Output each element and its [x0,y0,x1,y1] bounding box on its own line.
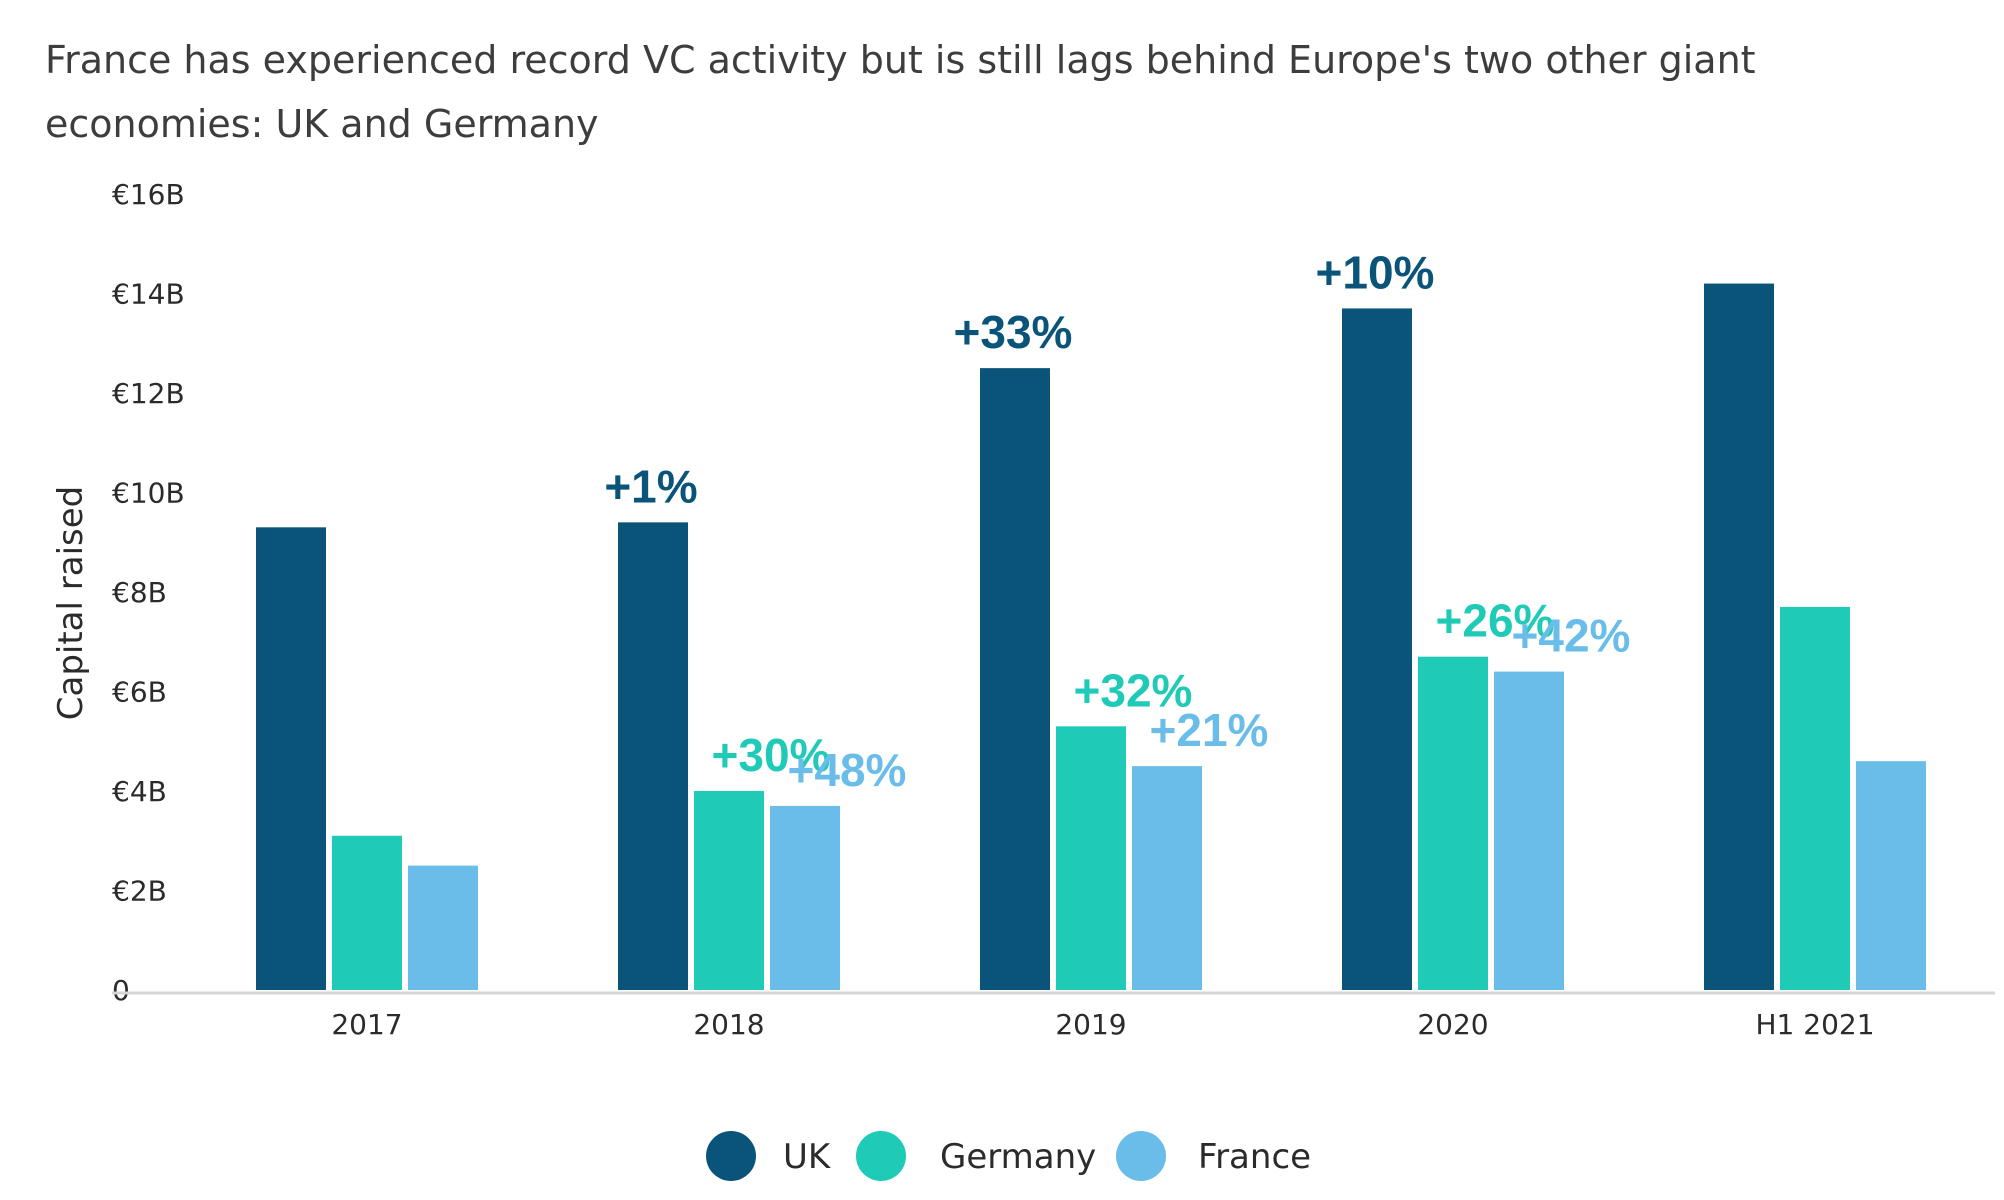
y-tick-label: €8B [112,576,167,609]
y-tick-label: €14B [112,278,185,311]
x-tick-label: 2019 [1055,1008,1126,1041]
bar-uk-2017 [256,527,326,990]
bar-germany-2018 [694,791,764,990]
y-tick-label: €12B [112,377,185,410]
bar-germany-2017 [332,835,402,990]
annotation-germany-2019: +32% [1074,664,1193,716]
x-tick-label: H1 2021 [1755,1008,1874,1041]
legend-label-uk: UK [783,1137,832,1177]
annotation-uk-2020: +10% [1316,246,1435,298]
legend-swatch-germany [856,1131,906,1181]
x-axis-labels: 2017 2018 2019 2020 H1 2021 [331,1008,1874,1041]
legend-swatch-uk [706,1131,756,1181]
annotation-germany-2020: +26% [1436,595,1555,647]
legend-swatch-france [1116,1131,1166,1181]
bar-uk-2020 [1342,308,1412,990]
y-tick-label: €2B [112,875,167,908]
bar-germany-h1-2021 [1780,606,1850,990]
x-tick-label: 2020 [1417,1008,1488,1041]
annotation-france-2020: +42% [1512,610,1631,662]
annotation-france-2018: +48% [788,744,907,796]
legend-label-france: France [1198,1137,1311,1177]
bar-france-h1-2021 [1856,761,1926,990]
bar-france-2017 [408,865,478,990]
bar-france-2019 [1132,766,1202,990]
bar-uk-2018 [618,522,688,990]
bar-germany-2019 [1056,726,1126,990]
bar-france-2018 [770,805,840,990]
annotations-group: +1% +30%+48% +33% +32%+21% +10% +26%+42% [604,246,1630,796]
annotation-france-2019: +21% [1150,704,1269,756]
y-tick-label: €4B [112,775,167,808]
legend: UK Germany France [706,1131,1311,1181]
chart-title: France has experienced record VC activit… [45,38,1756,146]
bar-germany-2020 [1418,656,1488,990]
x-tick-label: 2017 [331,1008,402,1041]
y-tick-label: €6B [112,676,167,709]
annotation-uk-2018: +1% [604,460,697,512]
y-axis-ticks: 0 €2B €4B €6B €8B €10B €12B €14B €16B [112,178,185,1007]
legend-label-germany: Germany [940,1137,1096,1177]
y-tick-label: €10B [112,477,185,510]
bar-uk-h1-2021 [1704,283,1774,990]
bar-france-2020 [1494,671,1564,990]
y-tick-label: 0 [112,974,130,1007]
y-axis-title: Capital raised [51,486,91,721]
bar-uk-2019 [980,368,1050,990]
bars-group [256,283,1926,990]
annotation-uk-2019: +33% [954,306,1073,358]
y-tick-label: €16B [112,178,185,211]
x-tick-label: 2018 [693,1008,764,1041]
annotation-germany-2018: +30% [712,729,831,781]
